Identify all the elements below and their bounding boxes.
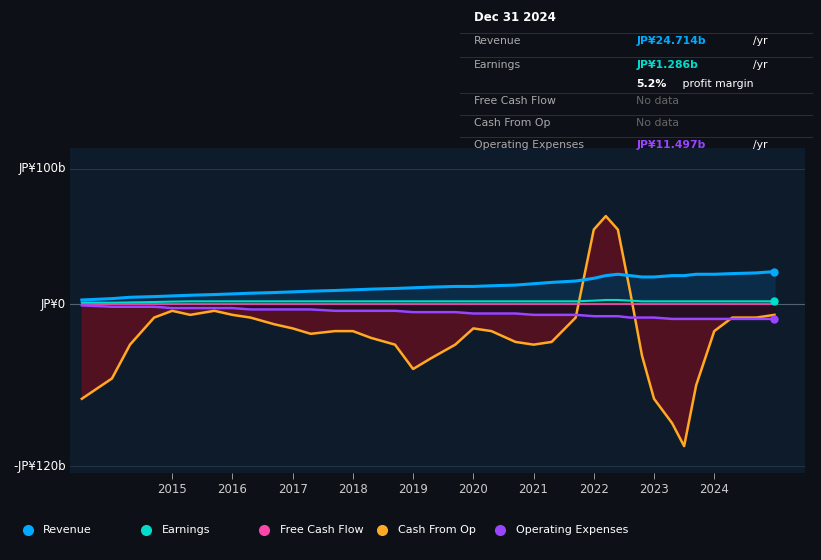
Text: profit margin: profit margin bbox=[679, 79, 753, 89]
Text: Operating Expenses: Operating Expenses bbox=[516, 525, 629, 535]
Text: Cash From Op: Cash From Op bbox=[398, 525, 475, 535]
Text: Dec 31 2024: Dec 31 2024 bbox=[474, 11, 556, 24]
Text: /yr: /yr bbox=[753, 36, 768, 45]
Text: No data: No data bbox=[636, 96, 679, 106]
Text: JP¥100b: JP¥100b bbox=[18, 162, 66, 175]
Text: Revenue: Revenue bbox=[44, 525, 92, 535]
Text: JP¥1.286b: JP¥1.286b bbox=[636, 60, 698, 70]
Text: Earnings: Earnings bbox=[474, 60, 521, 70]
Text: Revenue: Revenue bbox=[474, 36, 521, 45]
Text: Earnings: Earnings bbox=[162, 525, 210, 535]
Text: JP¥24.714b: JP¥24.714b bbox=[636, 36, 706, 45]
Text: Cash From Op: Cash From Op bbox=[474, 118, 550, 128]
Text: Free Cash Flow: Free Cash Flow bbox=[474, 96, 556, 106]
Text: JP¥0: JP¥0 bbox=[40, 297, 66, 311]
Text: /yr: /yr bbox=[753, 60, 768, 70]
Text: /yr: /yr bbox=[753, 139, 768, 150]
Text: 5.2%: 5.2% bbox=[636, 79, 667, 89]
Text: -JP¥120b: -JP¥120b bbox=[13, 460, 66, 473]
Text: No data: No data bbox=[636, 118, 679, 128]
Text: JP¥11.497b: JP¥11.497b bbox=[636, 139, 706, 150]
Text: Operating Expenses: Operating Expenses bbox=[474, 139, 584, 150]
Text: Free Cash Flow: Free Cash Flow bbox=[280, 525, 363, 535]
